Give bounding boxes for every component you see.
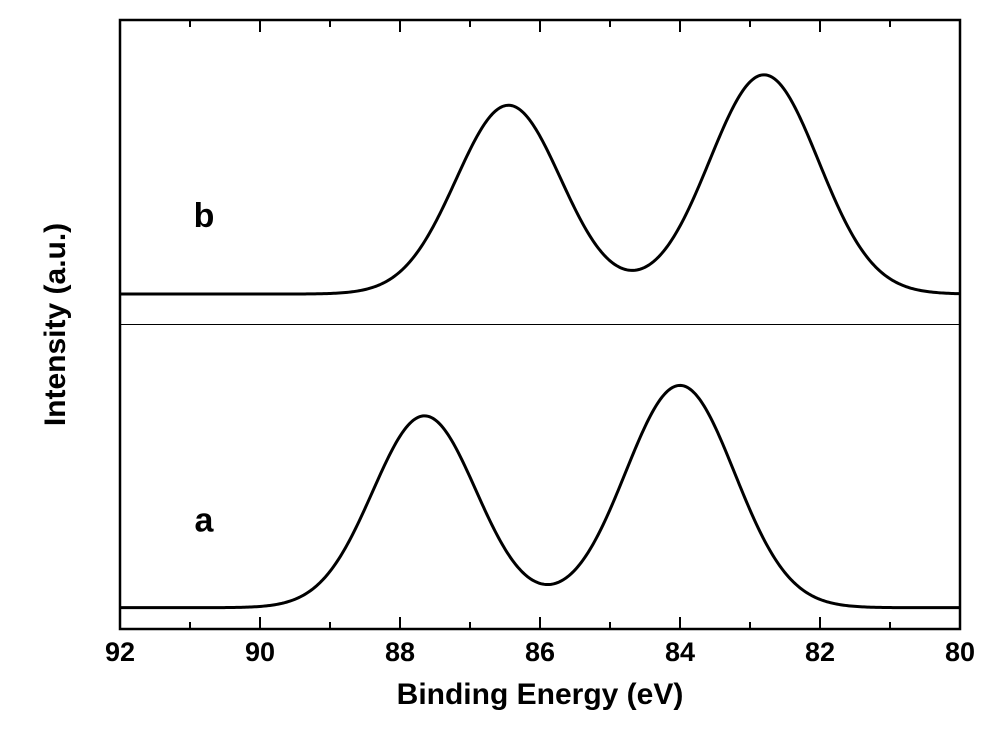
xtick-label: 88 — [385, 637, 415, 667]
x-axis-label: Binding Energy (eV) — [397, 678, 684, 711]
xtick-label: 80 — [945, 637, 975, 667]
xps-chart: a b 92 90 88 86 84 82 80 Binding Energy (eV) Inten… — [0, 0, 1000, 729]
panel-label-b: b — [194, 197, 215, 235]
xtick-label: 90 — [245, 637, 275, 667]
panel-label-a: a — [195, 501, 215, 539]
xtick-label: 84 — [665, 637, 695, 667]
xtick-label: 92 — [105, 637, 135, 667]
xtick-label: 82 — [805, 637, 835, 667]
y-axis-label: Intensity (a.u.) — [39, 223, 72, 426]
xtick-label: 86 — [525, 637, 555, 667]
